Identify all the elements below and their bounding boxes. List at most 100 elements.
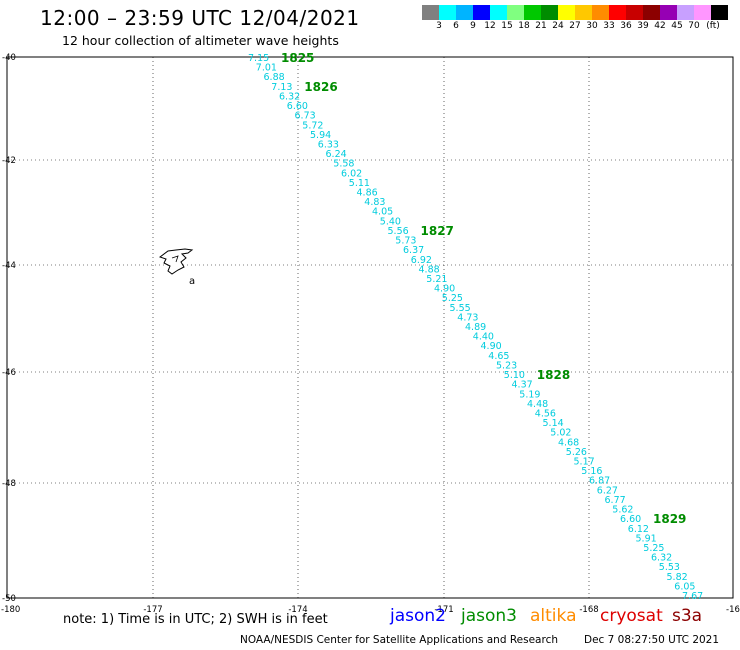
track-time-label: 1825 (281, 51, 314, 65)
wave-height-value: 4.83 (364, 197, 385, 208)
map-frame (6, 56, 734, 599)
wave-height-value: 4.37 (512, 380, 533, 391)
legend-swatch (473, 5, 490, 20)
wave-height-value: 5.17 (574, 457, 595, 468)
legend-tick-label: 6 (453, 21, 459, 31)
legend-swatch (541, 5, 558, 20)
wave-height-value: 7.13 (271, 82, 292, 93)
wave-height-value: 5.21 (426, 274, 447, 285)
map-title: 12:00 – 23:59 UTC 12/04/2021 (40, 6, 360, 30)
legend-swatch (456, 5, 473, 20)
lon-tick-label: -168 (579, 605, 598, 615)
wave-height-value: 5.10 (504, 370, 525, 381)
wave-height-value: 4.40 (473, 332, 494, 343)
lat-tick-label: -40 (2, 53, 16, 63)
wave-height-value: 5.53 (659, 562, 680, 573)
legend-swatch (575, 5, 592, 20)
legend-swatch (609, 5, 626, 20)
wave-height-value: 4.48 (527, 399, 548, 410)
wave-height-value: 6.88 (264, 72, 285, 83)
wave-height-value: 5.26 (566, 447, 587, 458)
wave-height-value: 6.02 (341, 168, 362, 179)
satellite-label: s3a (672, 606, 703, 626)
legend-unit: (ft) (706, 21, 720, 31)
wave-height-value: 4.56 (535, 409, 556, 420)
wave-height-value: 5.11 (349, 178, 370, 189)
wave-height-value: 5.40 (380, 216, 401, 227)
legend-tick-label: 9 (470, 21, 476, 31)
wave-height-value: 6.60 (620, 514, 641, 525)
lat-tick-label: -48 (2, 479, 16, 489)
legend-tick-label: 30 (586, 21, 598, 31)
satellite-label: altika (530, 606, 577, 626)
legend-swatches (422, 5, 728, 20)
wave-height-value: 5.23 (496, 360, 517, 371)
track-time-labels: 1825 1826 1827 1828 1829 (281, 51, 686, 526)
wave-height-value: 5.82 (667, 572, 688, 583)
wave-height-value: 5.25 (643, 543, 664, 554)
legend-swatch (626, 5, 643, 20)
wave-height-value: 5.91 (636, 533, 657, 544)
footer-credit: NOAA/NESDIS Center for Satellite Applica… (240, 634, 719, 646)
legend-tick-label: 12 (484, 21, 496, 31)
legend-swatch (660, 5, 677, 20)
wave-height-value: 6.60 (287, 101, 308, 112)
wave-height-value: 6.27 (597, 485, 618, 496)
lon-tick-label: -174 (288, 605, 307, 615)
wave-height-value: 6.05 (674, 581, 695, 592)
legend-tick-labels: 3 6 9 12 15 18 21 24 27 30 33 36 39 42 45 70 (ft) (422, 20, 728, 34)
track-time-label: 1826 (304, 80, 337, 94)
legend-swatch (558, 5, 575, 20)
legend-swatch (592, 5, 609, 20)
legend-swatch (524, 5, 541, 20)
satellite-label: cryosat (600, 606, 663, 626)
footer-note: note: 1) Time is in UTC; 2) SWH is in fe… (63, 612, 328, 627)
lon-edge-label: -16 (726, 605, 740, 615)
satellite-label: jason2 (390, 606, 446, 626)
wave-height-value: 4.65 (488, 351, 509, 362)
legend-tick-label: 39 (637, 21, 649, 31)
legend-swatch (422, 5, 439, 20)
legend-swatch (507, 5, 524, 20)
wave-height-value: 4.86 (357, 188, 378, 199)
legend-swatch (643, 5, 660, 20)
legend-tick-label: 21 (535, 21, 547, 31)
lat-tick-label: -50 (2, 594, 16, 604)
wave-height-value: 6.32 (651, 553, 672, 564)
legend-swatch (439, 5, 456, 20)
altimeter-track: 7.157.016.887.136.326.606.735.725.946.33… (248, 53, 703, 602)
lat-tick-label: -44 (2, 261, 16, 271)
wave-height-value: 5.73 (395, 236, 416, 247)
wave-height-value: 6.92 (411, 255, 432, 266)
track-time-label: 1828 (537, 368, 570, 382)
axis-labels: -177 -174 -171 -168 -180 -16 -40 -42 -44 -46 -48 -5… (1, 53, 740, 615)
satellite-label: jason3 (461, 606, 517, 626)
legend-swatch (694, 5, 711, 20)
wave-height-value: 5.25 (442, 293, 463, 304)
track-time-label: 1827 (421, 224, 454, 238)
wave-height-value: 5.16 (581, 466, 602, 477)
wave-height-value: 6.32 (279, 91, 300, 102)
color-legend: 3 6 9 12 15 18 21 24 27 30 33 36 39 42 45 70 (ft) (422, 5, 728, 34)
credit-text: NOAA/NESDIS Center for Satellite Applica… (240, 634, 558, 646)
legend-tick-label: 27 (569, 21, 581, 31)
wave-height-value: 5.72 (302, 120, 323, 131)
wave-height-value: 5.58 (333, 159, 354, 170)
credit-timestamp: Dec 7 08:27:50 UTC 2021 (584, 634, 720, 646)
wave-height-value: 4.05 (372, 207, 393, 218)
legend-tick-label: 45 (671, 21, 683, 31)
lat-tick-label: -46 (2, 368, 16, 378)
legend-tick-label: 42 (654, 21, 666, 31)
wave-height-value: 4.73 (457, 312, 478, 323)
wave-height-value: 6.37 (403, 245, 424, 256)
wave-height-value: 7.67 (682, 591, 703, 602)
wave-height-value: 6.73 (295, 111, 316, 122)
wave-height-value: 4.90 (434, 284, 455, 295)
wave-height-value: 5.56 (388, 226, 409, 237)
wave-height-value: 5.94 (310, 130, 331, 141)
lat-tick-label: -42 (2, 156, 16, 166)
legend-swatch (677, 5, 694, 20)
legend-tick-label: 18 (518, 21, 530, 31)
wave-height-value: 6.24 (326, 149, 347, 160)
